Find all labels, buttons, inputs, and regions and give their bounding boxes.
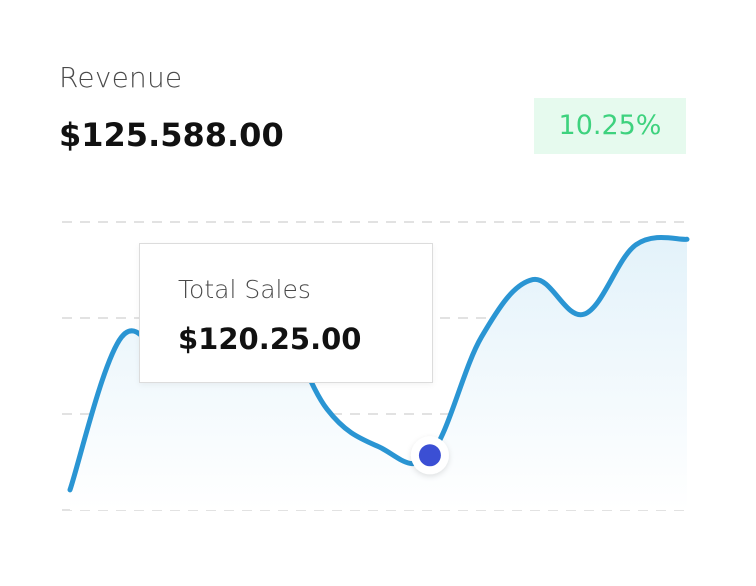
tooltip-label: Total Sales: [178, 275, 311, 304]
change-badge: 10.25%: [534, 98, 686, 154]
sales-tooltip: Total Sales $120.25.00: [139, 243, 433, 383]
revenue-value: $125.588.00: [59, 116, 284, 154]
revenue-label: Revenue: [59, 61, 183, 94]
highlight-marker[interactable]: [410, 436, 449, 475]
marker-dot[interactable]: [418, 444, 441, 467]
tooltip-value: $120.25.00: [178, 322, 362, 356]
